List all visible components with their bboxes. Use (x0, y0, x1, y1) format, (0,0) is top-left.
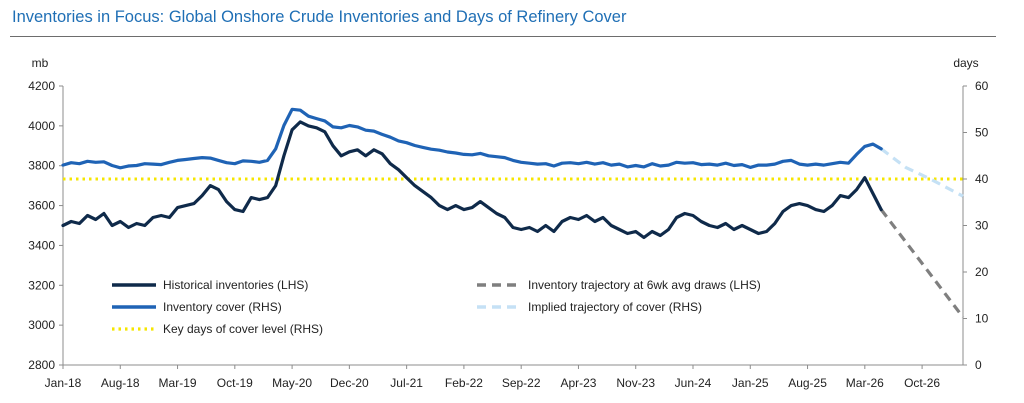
left-tick-label: 3000 (28, 318, 55, 332)
right-tick-label: 30 (975, 219, 989, 233)
legend-label: Inventory trajectory at 6wk avg draws (L… (528, 278, 761, 292)
chart-axes: mb days 2800 3000 3200 3400 3600 3800 4000 4200 0 1… (28, 56, 988, 390)
right-tick-label: 10 (975, 312, 989, 326)
left-tick-label: 2800 (28, 358, 55, 372)
x-tick-label: Mar-26 (846, 376, 884, 390)
x-tick-label: Mar-19 (159, 376, 197, 390)
left-axis-unit: mb (32, 56, 49, 70)
x-tick-label: Aug-18 (101, 376, 140, 390)
title-divider (10, 36, 996, 37)
left-tick-label: 4200 (28, 79, 55, 93)
right-tick-label: 50 (975, 126, 989, 140)
x-tick-label: Feb-22 (445, 376, 483, 390)
series-line-1 (61, 120, 883, 240)
right-tick-label: 0 (975, 358, 982, 372)
legend-label: Key days of cover level (RHS) (163, 322, 323, 336)
left-tick-label: 3800 (28, 159, 55, 173)
x-tick-label: Oct-26 (904, 376, 940, 390)
right-axis-unit: days (953, 56, 978, 70)
x-tick-label: Nov-23 (616, 376, 655, 390)
legend-label: Implied trajectory of cover (RHS) (528, 300, 702, 314)
chart-legend: Historical inventories (LHS) Inventory co… (112, 278, 761, 336)
x-tick-label: Aug-25 (788, 376, 827, 390)
left-tick-label: 3600 (28, 199, 55, 213)
x-tick-label: Jun-24 (675, 376, 712, 390)
left-tick-label: 3200 (28, 278, 55, 292)
x-tick-label: Dec-20 (330, 376, 369, 390)
left-tick-label: 3400 (28, 238, 55, 252)
right-tick-label: 20 (975, 265, 989, 279)
x-tick-label: Sep-22 (502, 376, 541, 390)
x-tick-label: Apr-23 (560, 376, 596, 390)
x-tick-label: Jul-21 (390, 376, 423, 390)
legend-label: Inventory cover (RHS) (163, 300, 282, 314)
right-tick-label: 40 (975, 172, 989, 186)
x-tick-label: Jan-25 (732, 376, 769, 390)
x-tick-label: Oct-19 (217, 376, 253, 390)
x-tick-label: May-20 (272, 376, 312, 390)
chart-series (61, 107, 965, 319)
legend-label: Historical inventories (LHS) (163, 278, 308, 292)
series-line-2 (61, 107, 883, 170)
series-line-4 (879, 208, 965, 319)
left-tick-label: 4000 (28, 119, 55, 133)
right-tick-label: 60 (975, 79, 989, 93)
chart-title: Inventories in Focus: Global Onshore Cru… (12, 8, 627, 26)
x-tick-label: Jan-18 (45, 376, 82, 390)
series-line-5 (880, 147, 964, 198)
